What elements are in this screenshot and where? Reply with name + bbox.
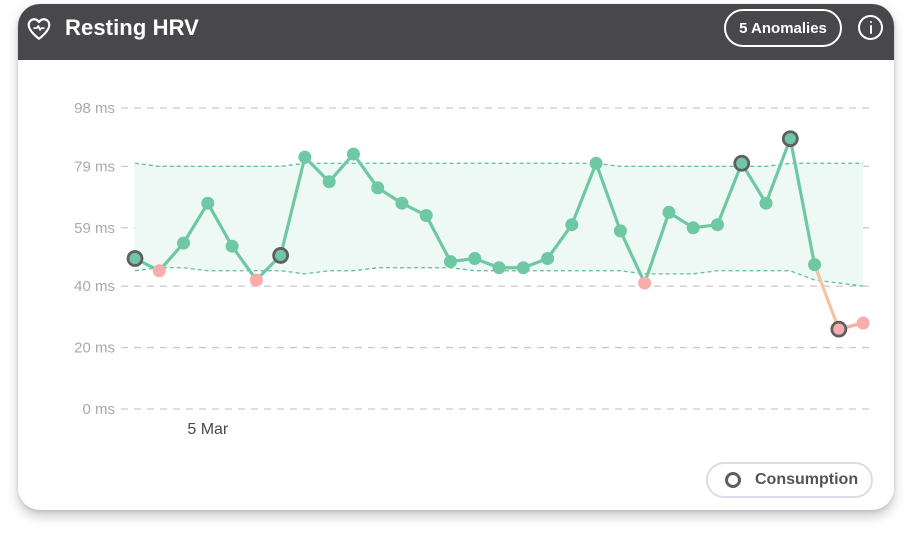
data-point — [468, 252, 482, 265]
data-point — [444, 255, 458, 269]
legend-consumption-toggle[interactable]: Consumption — [706, 462, 873, 498]
data-point — [516, 261, 530, 275]
line-segment — [570, 161, 598, 227]
data-point — [201, 196, 215, 210]
anomaly-point — [152, 264, 166, 278]
line-segment — [764, 137, 792, 205]
normal-range-band — [135, 163, 864, 287]
consumption-marker-icon — [725, 472, 741, 488]
line-segment — [788, 137, 817, 267]
consumption-point — [126, 250, 144, 267]
data-point — [225, 239, 239, 253]
heart-outline-icon — [27, 18, 51, 40]
anomaly-point — [638, 276, 652, 290]
y-tick-label: 79 ms — [74, 158, 115, 175]
line-segment — [643, 210, 671, 285]
data-point — [613, 224, 627, 238]
data-point — [759, 196, 773, 210]
card-header: Resting HRV 5 Anomalies — [18, 4, 894, 60]
y-tick-label: 40 ms — [74, 278, 115, 295]
anomaly-point — [856, 316, 870, 330]
line-segment — [351, 152, 380, 190]
data-point — [346, 147, 360, 161]
anomalies-button[interactable]: 5 Anomalies — [724, 9, 842, 47]
data-point — [371, 181, 385, 195]
data-point — [541, 252, 555, 265]
data-point — [177, 236, 191, 250]
line-segment — [618, 229, 647, 285]
hrv-card: Resting HRV 5 Anomalies 98 ms 79 ms 59 ms 4… — [18, 4, 894, 510]
data-point — [395, 196, 409, 210]
line-segment — [230, 244, 258, 282]
x-tick-label: 5 Mar — [187, 421, 229, 438]
data-point — [298, 150, 312, 164]
y-tick-label: 20 ms — [74, 340, 115, 357]
card-title: Resting HRV — [65, 15, 199, 40]
data-point — [710, 218, 724, 232]
data-point — [322, 175, 336, 189]
band-upper-edge — [134, 162, 864, 168]
y-tick-label: 59 ms — [74, 220, 115, 237]
line-segment — [812, 263, 841, 331]
legend-label: Consumption — [755, 471, 859, 488]
data-point — [662, 205, 676, 219]
y-tick-label: 98 ms — [74, 100, 115, 117]
data-point — [419, 209, 433, 222]
line-segment — [424, 213, 453, 264]
consumption-point — [781, 130, 799, 148]
y-tick-label: 0 ms — [82, 401, 115, 418]
consumption-point — [733, 154, 751, 172]
data-point — [565, 218, 579, 232]
consumption-point — [830, 320, 848, 338]
data-point — [492, 261, 506, 275]
line-segment — [545, 223, 574, 261]
info-icon[interactable] — [858, 15, 883, 40]
consumption-point — [272, 247, 290, 264]
anomaly-point — [249, 273, 263, 287]
line-segment — [181, 201, 210, 245]
data-point — [686, 221, 700, 235]
line-segment — [594, 161, 623, 233]
data-point — [589, 156, 603, 170]
hrv-line-chart: 98 ms 79 ms 59 ms 40 ms 20 ms 0 ms 5 Mar — [74, 100, 872, 438]
line-segment — [715, 161, 744, 227]
line-segment — [206, 201, 234, 248]
line-segment — [279, 155, 307, 258]
data-point — [808, 258, 822, 272]
